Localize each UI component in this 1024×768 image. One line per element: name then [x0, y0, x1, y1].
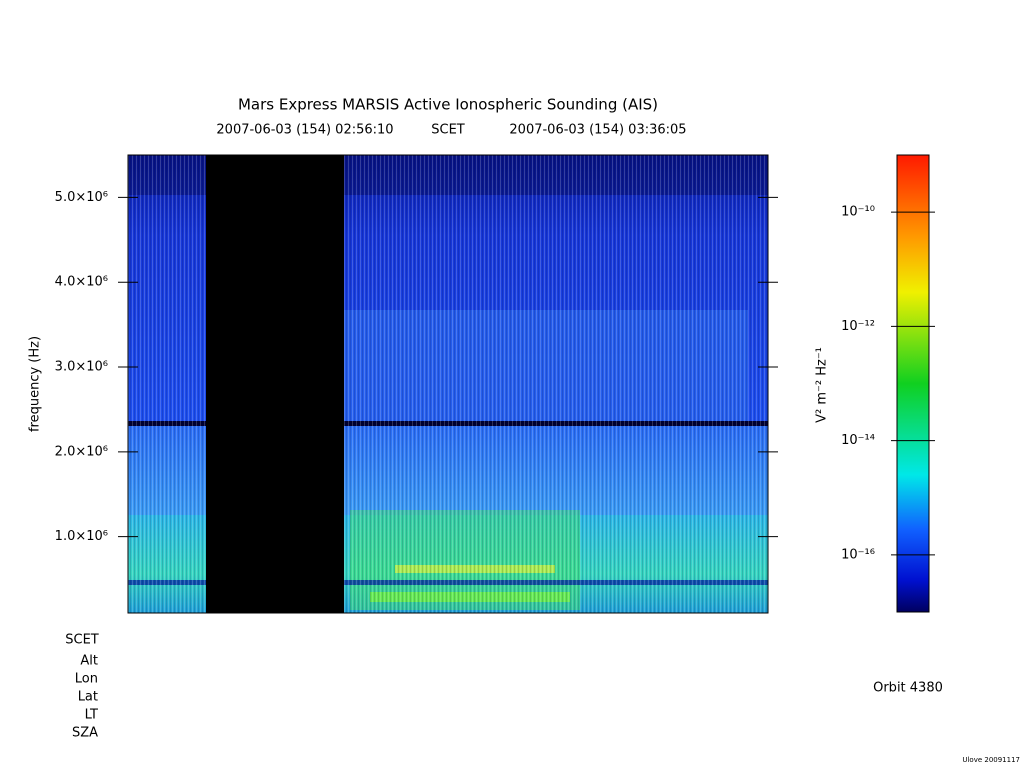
subtitle-scet: SCET	[431, 123, 465, 138]
ephemeris-row-name: LT	[85, 708, 98, 723]
colorbar	[896, 154, 930, 613]
ephemeris-row-name: SZA	[72, 726, 98, 741]
spectrogram	[127, 154, 769, 614]
y-tick-label: 2.0×10⁶	[55, 444, 108, 459]
colorbar-tick-label: 10⁻¹⁶	[841, 547, 875, 562]
ephemeris-row-name: Alt	[80, 654, 98, 669]
subtitle-end: 2007-06-03 (154) 03:36:05	[509, 123, 686, 138]
y-tick-label: 5.0×10⁶	[55, 190, 108, 205]
y-axis-label: frequency (Hz)	[28, 336, 43, 432]
colorbar-label: V² m⁻² Hz⁻¹	[815, 347, 830, 423]
orbit: Orbit 4380	[873, 681, 943, 696]
ephemeris-first-label: SCET	[65, 633, 99, 648]
y-tick-label: 4.0×10⁶	[55, 275, 108, 290]
subtitle-start: 2007-06-03 (154) 02:56:10	[216, 123, 393, 138]
ephemeris-row-name: Lon	[75, 672, 98, 687]
ephemeris-row-name: Lat	[78, 690, 98, 705]
colorbar-tick-label: 10⁻¹⁴	[841, 433, 875, 448]
chart-title: Mars Express MARSIS Active Ionospheric S…	[238, 96, 658, 114]
colorbar-tick-label: 10⁻¹²	[841, 319, 875, 334]
y-tick-label: 1.0×10⁶	[55, 529, 108, 544]
y-tick-label: 3.0×10⁶	[55, 360, 108, 375]
colorbar-tick-label: 10⁻¹⁰	[841, 205, 875, 220]
credit: Ulove 20091117	[962, 756, 1020, 764]
